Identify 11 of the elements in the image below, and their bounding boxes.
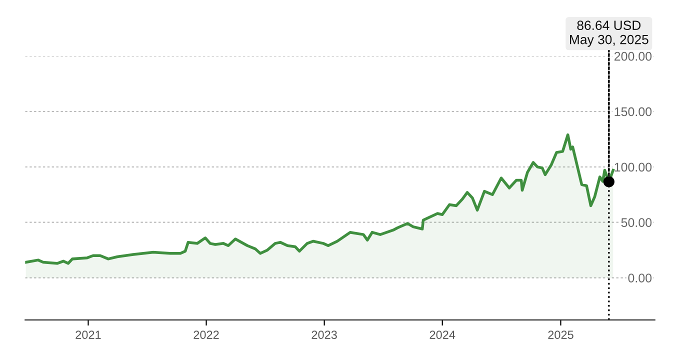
y-tick-label: 0.00: [628, 274, 652, 282]
x-tick-label: 2021: [76, 330, 101, 340]
x-tick-label: 2025: [548, 330, 574, 340]
x-tick-label: 2022: [194, 330, 219, 340]
y-tick-label: 100.00: [614, 162, 652, 172]
x-tick-label: 2024: [430, 330, 456, 340]
y-tick-label: 200.00: [614, 52, 652, 61]
y-tick-label: 150.00: [614, 107, 652, 116]
x-tick-label: 2023: [312, 330, 337, 340]
y-tick-label: 50.00: [621, 218, 652, 228]
annotation: 86.64 USD May 30, 2025: [570, 20, 648, 47]
